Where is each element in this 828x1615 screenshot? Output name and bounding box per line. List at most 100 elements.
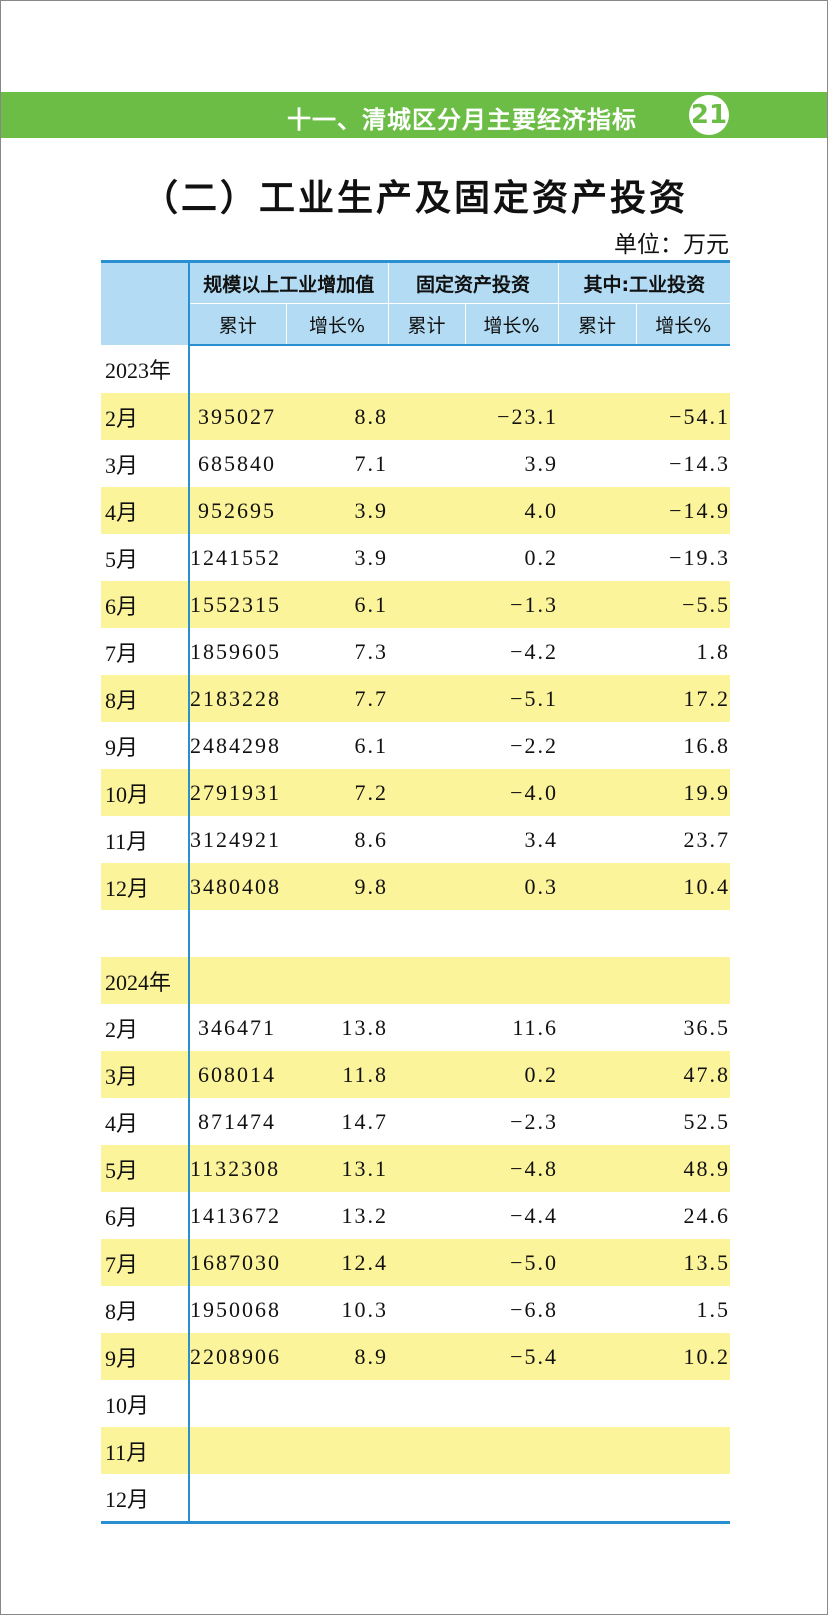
table-row: 9月 2484298 6.1 −2.2 16.8 <box>101 722 730 769</box>
cell <box>388 1427 466 1474</box>
unit: 单位：万元 <box>614 232 729 258</box>
table-row: 7月 1859605 7.3 −4.2 1.8 <box>101 628 730 675</box>
value-cell: 14.7 <box>341 1108 389 1134</box>
month-label: 9月 <box>101 722 190 769</box>
month-label: 10月 <box>101 769 190 816</box>
value-cell: 8.6 <box>354 826 389 852</box>
value-cell: 7.7 <box>286 675 389 722</box>
cell <box>388 628 465 675</box>
value-cell: 6.1 <box>354 732 389 758</box>
table-row: 5月 1241552 3.9 0.2 −19.3 <box>101 534 730 581</box>
cell <box>558 1192 636 1239</box>
table-row: 2023年 <box>101 345 730 393</box>
group-header: 规模以上工业增加值 <box>188 260 389 304</box>
cell <box>388 393 466 440</box>
cell <box>388 816 465 863</box>
section-title: 十一、清城区分月主要经济指标 <box>287 106 637 134</box>
value-cell: 8.9 <box>286 1333 389 1380</box>
value-cell: −14.9 <box>636 487 731 534</box>
month-label: 12月 <box>101 863 190 910</box>
value-cell: 11.8 <box>286 1051 389 1098</box>
data-table: 规模以上工业增加值 固定资产投资 其中:工业投资 累计 增长% 累计 增长% 累计 增长% 2… <box>101 260 731 1524</box>
month-label: 3月 <box>101 440 190 487</box>
cell <box>388 675 466 722</box>
value-cell: 19.9 <box>636 769 731 816</box>
value-cell: 685840 <box>198 450 276 476</box>
value-cell: 1.8 <box>696 638 731 664</box>
value-cell: 2183228 <box>189 675 286 722</box>
value-cell: 1552315 <box>189 581 286 628</box>
cell <box>636 1380 730 1427</box>
cell <box>558 722 636 769</box>
value-cell: 2791931 <box>189 769 286 816</box>
cell <box>558 1427 637 1474</box>
value-cell: 346471 <box>198 1014 276 1040</box>
month-label: 4月 <box>101 487 190 534</box>
month-label: 9月 <box>101 1333 190 1380</box>
cell <box>465 1380 558 1427</box>
month-label: 2月 <box>101 1004 190 1051</box>
value-cell: 12.4 <box>286 1239 389 1286</box>
value-cell: 7.3 <box>354 638 389 664</box>
cell <box>388 1333 466 1380</box>
value-cell: −5.0 <box>465 1239 559 1286</box>
value-cell: −2.2 <box>510 732 559 758</box>
value-cell: 7.2 <box>286 769 389 816</box>
value-cell: −54.1 <box>636 393 731 440</box>
month-label: 5月 <box>101 1145 190 1192</box>
table-row: 2月 395027 8.8 −23.1 −54.1 <box>101 393 731 440</box>
value-cell: 9.8 <box>286 863 389 910</box>
value-cell: 1241552 <box>190 544 281 570</box>
month-label: 4月 <box>101 1098 190 1145</box>
value-cell: 47.8 <box>636 1051 731 1098</box>
value-cell: 13.8 <box>341 1014 389 1040</box>
value-cell: 48.9 <box>636 1145 731 1192</box>
month-label: 7月 <box>101 628 190 675</box>
value-cell: 6.1 <box>286 581 389 628</box>
section-band: 十一、清城区分月主要经济指标 21 <box>1 92 827 138</box>
cell <box>558 1239 637 1286</box>
month-label: 5月 <box>101 534 190 581</box>
value-cell: 2484298 <box>190 732 281 758</box>
table-row: 10月 <box>101 1380 730 1427</box>
cell <box>189 345 730 393</box>
cell <box>636 1474 731 1524</box>
cell <box>558 440 636 487</box>
cell <box>388 1145 466 1192</box>
sub-header: 累计 <box>387 303 466 346</box>
cell <box>388 1286 465 1333</box>
value-cell: 7.1 <box>354 450 389 476</box>
cell <box>388 1098 465 1145</box>
value-cell: 3.9 <box>524 450 559 476</box>
value-cell: −4.8 <box>465 1145 559 1192</box>
cell <box>388 1004 465 1051</box>
value-cell: 3.9 <box>286 487 389 534</box>
cell <box>388 581 466 628</box>
value-cell: 0.2 <box>465 1051 559 1098</box>
cell <box>558 1051 637 1098</box>
month-label: 8月 <box>101 675 190 722</box>
value-cell: 13.1 <box>286 1145 389 1192</box>
value-cell: −4.4 <box>510 1202 559 1228</box>
value-cell: 10.3 <box>341 1296 389 1322</box>
table-row: 12月 3480408 9.8 0.3 10.4 <box>101 863 731 910</box>
value-cell: 16.8 <box>683 732 731 758</box>
table-row: 2024年 <box>101 957 731 1004</box>
cell <box>558 393 637 440</box>
table-row: 12月 <box>101 1474 731 1524</box>
table-row: 11月 <box>101 1427 731 1474</box>
cell <box>558 581 637 628</box>
page-number: 21 <box>689 95 729 135</box>
month-label: 7月 <box>101 1239 190 1286</box>
value-cell: −4.2 <box>510 638 559 664</box>
cell <box>388 769 466 816</box>
cell <box>189 1474 286 1524</box>
cell <box>388 1380 465 1427</box>
month-label: 11月 <box>101 1427 190 1474</box>
value-cell: 13.2 <box>341 1202 389 1228</box>
cell <box>388 863 466 910</box>
cell <box>286 1427 389 1474</box>
cell <box>558 1380 636 1427</box>
sub-header: 累计 <box>188 303 286 346</box>
value-cell: −4.0 <box>465 769 559 816</box>
